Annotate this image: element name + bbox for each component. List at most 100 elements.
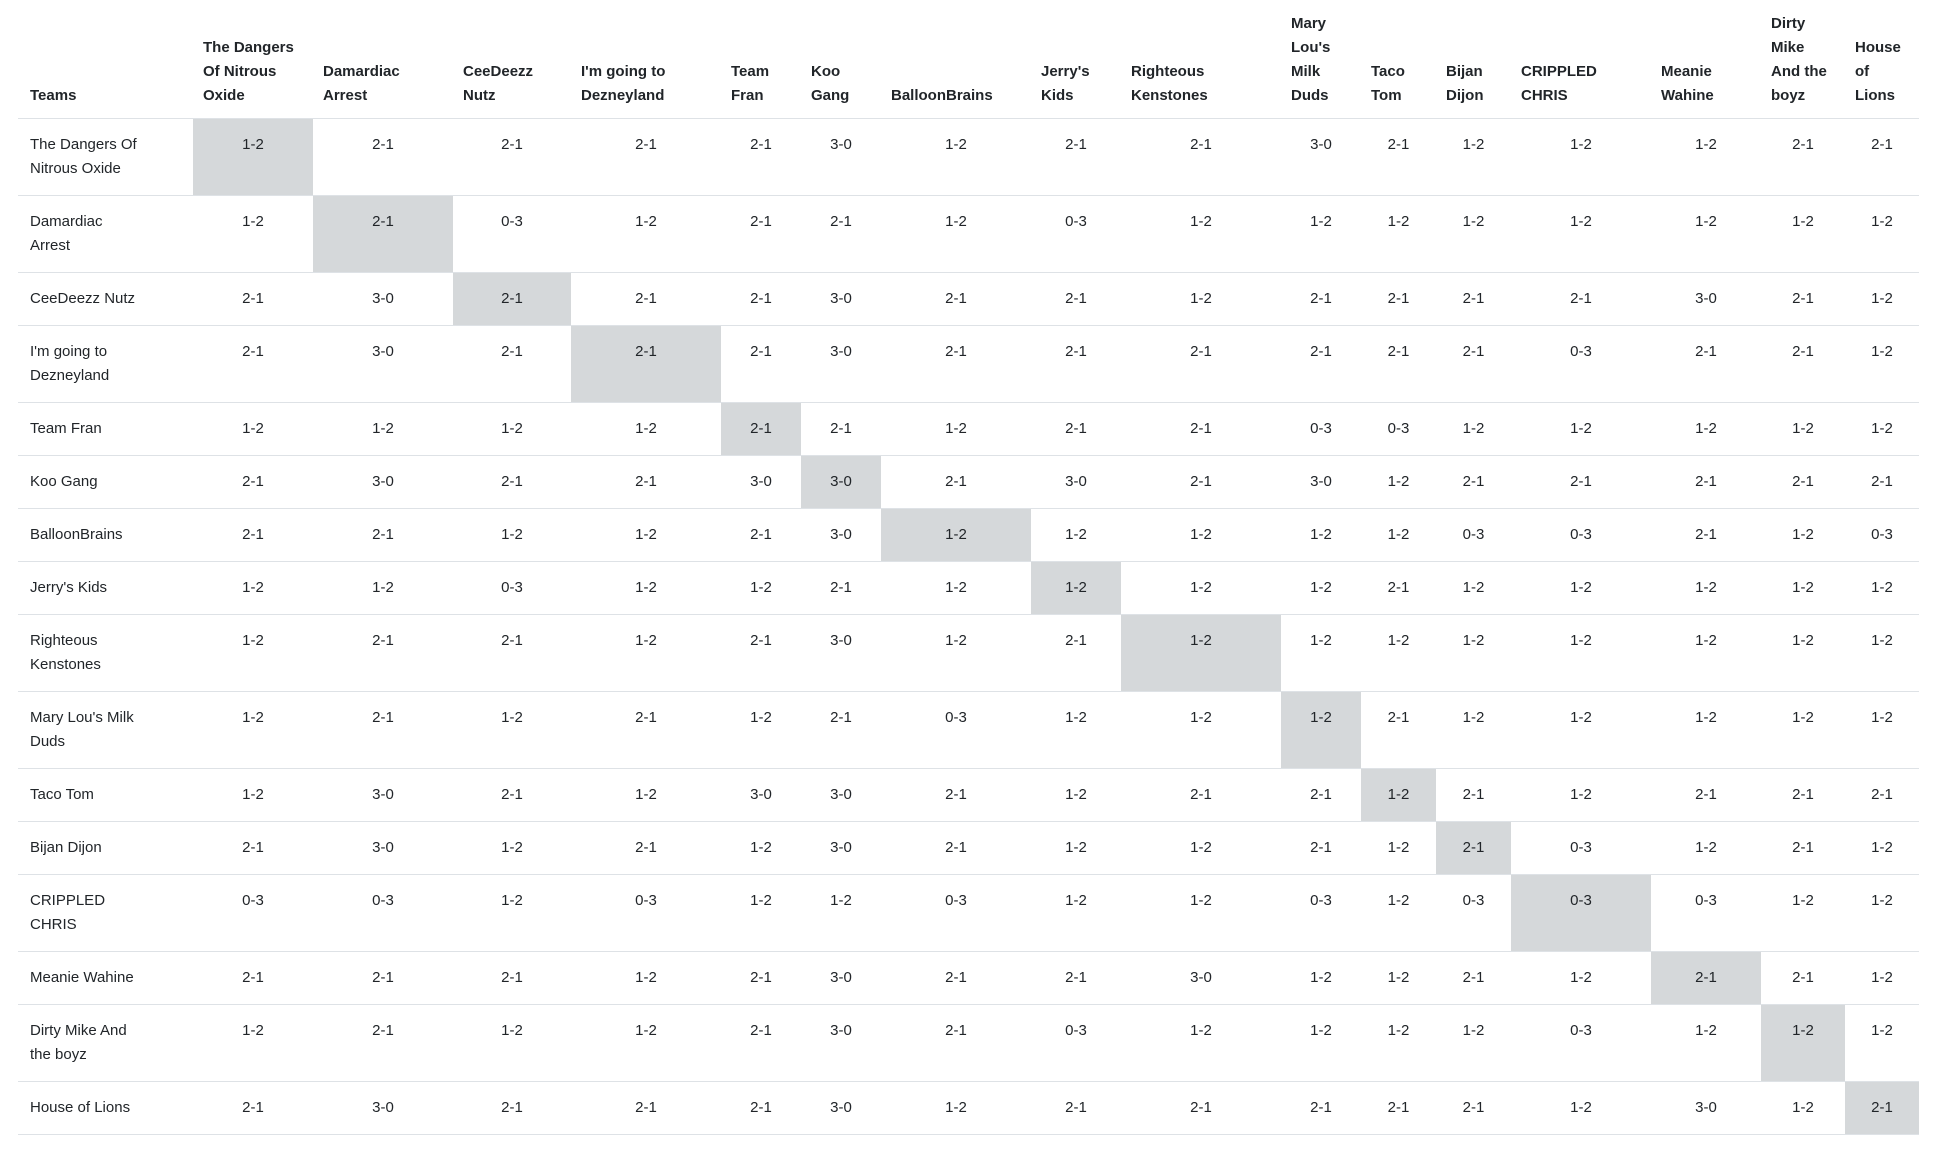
result-cell: 2-1 xyxy=(1281,272,1361,326)
column-header: Team Fran xyxy=(731,63,770,104)
result-cell: 1-2 xyxy=(1845,691,1919,769)
team-name: Taco Tom xyxy=(18,768,193,822)
result-cell: 2-1 xyxy=(313,118,453,196)
result-cell: 1-2 xyxy=(313,561,453,615)
result-cell: 2-1 xyxy=(881,272,1031,326)
result-cell: 3-0 xyxy=(721,768,801,822)
result-cell: 2-1 xyxy=(1511,455,1651,509)
result-cell: 1-2 xyxy=(1436,195,1511,273)
result-cell: 2-1 xyxy=(453,614,571,692)
result-cell: 1-2 xyxy=(1361,874,1436,952)
result-cell: 1-2 xyxy=(1436,118,1511,196)
result-cell: 1-2 xyxy=(453,821,571,875)
result-cell: 2-1 xyxy=(1121,1081,1281,1135)
result-cell: 3-0 xyxy=(801,614,881,692)
result-cell: 3-0 xyxy=(1651,1081,1761,1135)
team-name: Bijan Dijon xyxy=(18,821,193,875)
result-cell: 2-1 xyxy=(1281,821,1361,875)
team-name: Team Fran xyxy=(18,402,193,456)
result-cell: 2-1 xyxy=(1121,768,1281,822)
result-cell: 0-3 xyxy=(1436,508,1511,562)
result-cell: 1-2 xyxy=(1761,508,1845,562)
result-cell: 1-2 xyxy=(1361,951,1436,1005)
result-cell: 1-2 xyxy=(193,614,313,692)
result-cell: 1-2 xyxy=(1121,508,1281,562)
team-name: Jerry's Kids xyxy=(18,561,193,615)
column-header: Meanie Wahine xyxy=(1661,63,1714,104)
self-matchup-cell: 2-1 xyxy=(453,272,571,326)
result-cell: 0-3 xyxy=(1031,195,1121,273)
result-cell: 2-1 xyxy=(571,118,721,196)
result-cell: 2-1 xyxy=(193,455,313,509)
head-to-head-table: Teams The Dangers Of Nitrous Oxide Damardi… xyxy=(18,6,1919,1135)
result-cell: 1-2 xyxy=(1281,1004,1361,1082)
result-cell: 2-1 xyxy=(193,951,313,1005)
result-cell: 2-1 xyxy=(571,691,721,769)
result-cell: 2-1 xyxy=(881,455,1031,509)
result-cell: 1-2 xyxy=(313,402,453,456)
result-cell: 2-1 xyxy=(571,821,721,875)
team-name: I'm going to Dezneyland xyxy=(18,325,193,403)
result-cell: 0-3 xyxy=(571,874,721,952)
table-row: CRIPPLED CHRIS 0-3 0-3 1-2 0-3 1-2 1-2 0-3 1-2 1-… xyxy=(18,874,1919,952)
table-row: Mary Lou's Milk Duds 1-2 2-1 1-2 2-1 1-2 2-1 0-… xyxy=(18,691,1919,769)
result-cell: 2-1 xyxy=(1511,272,1651,326)
result-cell: 2-1 xyxy=(1121,325,1281,403)
result-cell: 1-2 xyxy=(1845,951,1919,1005)
result-cell: 2-1 xyxy=(1361,118,1436,196)
result-cell: 3-0 xyxy=(801,1081,881,1135)
result-cell: 1-2 xyxy=(1511,561,1651,615)
table-row: Taco Tom 1-2 3-0 2-1 1-2 3-0 3-0 2-1 1-2 2-1 2-1 1-… xyxy=(18,768,1919,822)
result-cell: 1-2 xyxy=(1436,614,1511,692)
result-cell: 2-1 xyxy=(1281,768,1361,822)
team-name: CeeDeezz Nutz xyxy=(18,272,193,326)
result-cell: 1-2 xyxy=(1031,691,1121,769)
result-cell: 1-2 xyxy=(801,874,881,952)
result-cell: 1-2 xyxy=(1281,508,1361,562)
column-header: Righteous Kenstones xyxy=(1131,63,1208,104)
result-cell: 2-1 xyxy=(1436,768,1511,822)
result-cell: 2-1 xyxy=(453,768,571,822)
table-row: Bijan Dijon 2-1 3-0 1-2 2-1 1-2 3-0 2-1 1-2 1-2 2-… xyxy=(18,821,1919,875)
result-cell: 3-0 xyxy=(1281,455,1361,509)
result-cell: 1-2 xyxy=(1845,195,1919,273)
table-row: Meanie Wahine 2-1 2-1 2-1 1-2 2-1 3-0 2-1 2-1 3-0… xyxy=(18,951,1919,1005)
result-cell: 1-2 xyxy=(1845,561,1919,615)
result-cell: 1-2 xyxy=(1761,691,1845,769)
result-cell: 2-1 xyxy=(1121,118,1281,196)
result-cell: 2-1 xyxy=(1361,691,1436,769)
result-cell: 3-0 xyxy=(801,325,881,403)
result-cell: 2-1 xyxy=(1031,325,1121,403)
result-cell: 1-2 xyxy=(881,561,1031,615)
result-cell: 2-1 xyxy=(1031,272,1121,326)
result-cell: 1-2 xyxy=(1845,272,1919,326)
result-cell: 1-2 xyxy=(571,768,721,822)
result-cell: 0-3 xyxy=(1031,1004,1121,1082)
result-cell: 0-3 xyxy=(1511,821,1651,875)
result-cell: 2-1 xyxy=(881,821,1031,875)
result-cell: 1-2 xyxy=(453,691,571,769)
result-cell: 2-1 xyxy=(1761,325,1845,403)
result-cell: 3-0 xyxy=(313,1081,453,1135)
team-name: Damardiac Arrest xyxy=(18,195,193,273)
result-cell: 2-1 xyxy=(313,614,453,692)
team-name: BalloonBrains xyxy=(18,508,193,562)
result-cell: 3-0 xyxy=(801,951,881,1005)
result-cell: 2-1 xyxy=(801,195,881,273)
result-cell: 3-0 xyxy=(1121,951,1281,1005)
result-cell: 3-0 xyxy=(1651,272,1761,326)
result-cell: 1-2 xyxy=(1281,195,1361,273)
result-cell: 2-1 xyxy=(571,455,721,509)
team-name: Koo Gang xyxy=(18,455,193,509)
result-cell: 1-2 xyxy=(1845,821,1919,875)
result-cell: 2-1 xyxy=(721,118,801,196)
result-cell: 2-1 xyxy=(1436,272,1511,326)
result-cell: 2-1 xyxy=(313,1004,453,1082)
result-cell: 1-2 xyxy=(1121,561,1281,615)
result-cell: 2-1 xyxy=(881,1004,1031,1082)
result-cell: 2-1 xyxy=(1281,325,1361,403)
result-cell: 0-3 xyxy=(1436,874,1511,952)
result-cell: 3-0 xyxy=(313,768,453,822)
self-matchup-cell: 0-3 xyxy=(1511,874,1651,952)
result-cell: 1-2 xyxy=(1761,195,1845,273)
